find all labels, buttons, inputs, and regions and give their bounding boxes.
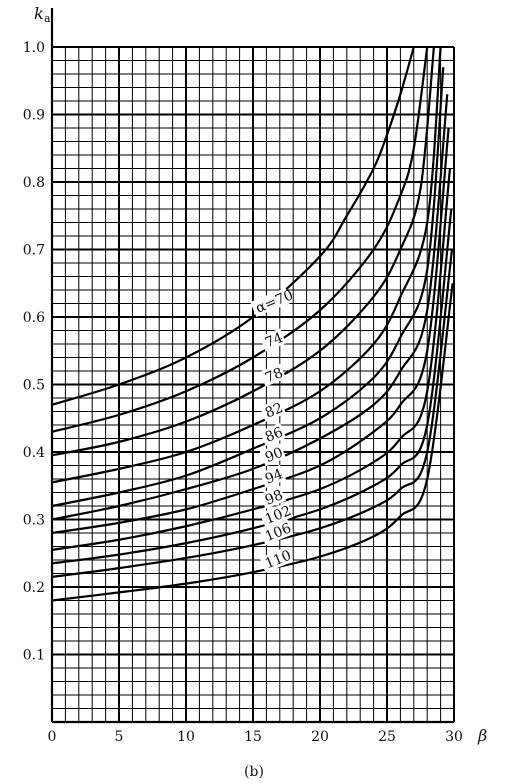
x-tick-label: 15 — [244, 729, 262, 745]
curve-label-group: 94 — [259, 464, 287, 488]
x-tick-label: 30 — [445, 729, 463, 745]
curve-90 — [51, 94, 449, 521]
y-tick-label: 0.9 — [23, 108, 45, 124]
curve-label-background — [259, 363, 287, 387]
curve-label-background — [259, 546, 294, 573]
curve-label-background — [259, 485, 287, 509]
curve-78 — [51, 46, 435, 457]
curve-label-background — [259, 398, 287, 422]
y-tick-label: 0.6 — [23, 310, 45, 326]
y-axis-label: k — [34, 4, 44, 23]
curve-label-background — [259, 328, 287, 352]
curve-label-group: 78 — [259, 363, 287, 387]
curve-94 — [51, 127, 450, 535]
x-tick-label: 0 — [48, 729, 57, 745]
curve-label-background — [259, 443, 287, 467]
curve-label: 110 — [263, 548, 294, 573]
curve-label-group: 86 — [259, 423, 287, 447]
curve-label-background — [259, 501, 294, 529]
curve-label-group: 110 — [259, 546, 294, 573]
x-axis-label: β — [477, 726, 487, 745]
curve-label-group: 82 — [259, 398, 287, 422]
x-tick-label: 25 — [378, 729, 396, 745]
curve-label: 78 — [263, 365, 286, 387]
x-tick-label: 5 — [115, 729, 124, 745]
y-tick-label: 0.5 — [23, 378, 45, 394]
y-tick-label: 0.7 — [23, 243, 45, 259]
curve-label-group: 98 — [259, 485, 287, 509]
tick-labels: 0.1 0.2 0.3 0.4 0.5 0.6 0.7 0.8 0.9 1.0 0 5 10 15 20 25… — [23, 40, 463, 745]
x-tick-label: 20 — [311, 729, 329, 745]
curve-label-background — [250, 287, 292, 317]
x-tick-label: 10 — [177, 729, 195, 745]
curve-label: 74 — [263, 330, 286, 352]
y-tick-label: 0.3 — [23, 513, 45, 529]
curve-label-background — [259, 423, 287, 447]
curve-74 — [51, 46, 429, 433]
curve-106 — [51, 249, 454, 578]
curve-label: α=70 — [253, 287, 295, 316]
curve-label-group: 74 — [259, 328, 287, 352]
curve-label-group: 90 — [259, 443, 287, 467]
curve-label: 98 — [263, 487, 286, 509]
curve-label: 90 — [263, 445, 286, 467]
curve-102 — [51, 208, 453, 565]
curve-98 — [51, 168, 452, 551]
curves — [51, 46, 454, 602]
curve-label-background — [259, 519, 294, 546]
figure-caption: (b) — [244, 764, 264, 780]
y-tick-label: 0.8 — [23, 175, 45, 191]
curve-label: 94 — [263, 466, 286, 488]
curve-70 — [51, 46, 415, 406]
y-axis-label-subscript: a — [44, 12, 51, 25]
curve-label: 86 — [263, 424, 286, 446]
curve-label: 82 — [263, 400, 286, 422]
grid — [50, 8, 455, 724]
y-tick-label: 0.2 — [23, 580, 45, 596]
y-tick-label: 0.1 — [23, 648, 45, 664]
curve-86 — [51, 67, 445, 508]
curve-label-background — [259, 464, 287, 488]
y-tick-label: 1.0 — [23, 40, 45, 56]
curve-82 — [51, 46, 442, 484]
y-tick-label: 0.4 — [23, 445, 45, 461]
curve-110 — [51, 283, 454, 602]
curve-label-group: α=70 — [250, 287, 296, 317]
